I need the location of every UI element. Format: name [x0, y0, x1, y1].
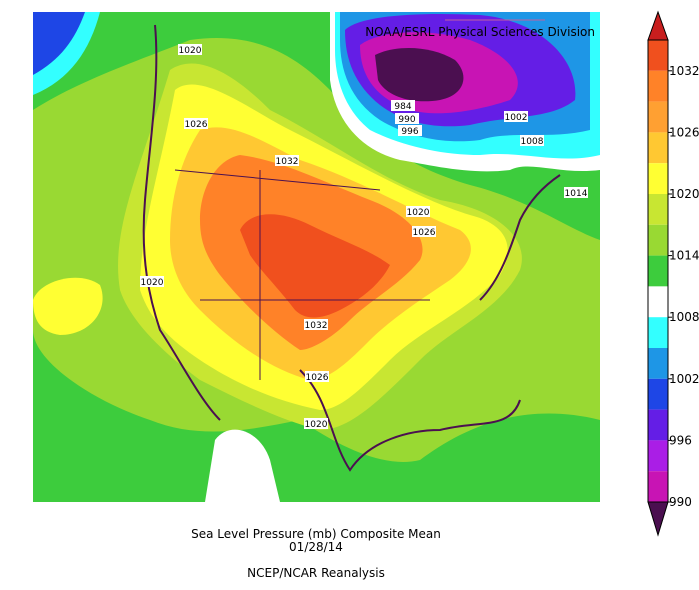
contour-label: 996 [401, 127, 418, 137]
contour-label-bg [412, 226, 436, 237]
colorbar-band [648, 286, 668, 318]
contour-label: 1026 [413, 228, 436, 238]
field-west-high [33, 277, 103, 335]
colorbar-band [648, 194, 668, 225]
colorbar-band [648, 101, 668, 133]
contour-label-bg [406, 206, 430, 217]
colorbar-band [648, 348, 668, 379]
contour-label: 1002 [505, 113, 528, 123]
colorbar-tick-label: 1014 [669, 249, 699, 263]
colorbar-band [648, 224, 668, 256]
borders [174, 169, 430, 380]
west-coast [142, 24, 221, 421]
colorbar-band [648, 40, 668, 71]
colorbar-band [648, 471, 668, 502]
contour-label: 1026 [185, 120, 208, 130]
terrain-mask [205, 429, 280, 502]
contour-label-bg [184, 118, 208, 129]
contour-label: 1026 [306, 373, 329, 383]
coastlines [142, 24, 561, 472]
colorbar-band [648, 255, 668, 287]
contour-label-bg [520, 135, 544, 146]
contour-label: 1032 [276, 157, 299, 167]
contour-label: 1014 [565, 189, 588, 199]
contour-label-bg [564, 187, 588, 198]
colorbar-tick-label: 1020 [669, 187, 699, 201]
contour-label-bg [305, 371, 329, 382]
caption-date: 01/28/14 [289, 540, 343, 554]
contour-label: 1032 [305, 321, 328, 331]
contour-label: 984 [394, 102, 411, 112]
contour-label-bg [304, 319, 328, 330]
field-nw-low-core [33, 12, 85, 75]
contour-label-bg [395, 113, 419, 124]
contour-label: 1020 [179, 46, 202, 56]
colorbar-band [648, 70, 668, 102]
colorbar-band [648, 440, 668, 472]
contour-label-bg [140, 276, 164, 287]
contour-label-bg [391, 100, 415, 111]
colorbar-tick-label: 990 [669, 495, 692, 509]
contour-label: 1020 [141, 278, 164, 288]
colorbar-band [648, 378, 668, 410]
header: NOAA/ESRL Physical Sciences Division [365, 25, 595, 39]
colorbar-tick-label: 1026 [669, 125, 699, 139]
contour-label-bg [398, 125, 422, 136]
contour-label-bg [504, 111, 528, 122]
colorbar-tick-label: 1008 [669, 310, 699, 324]
field-987 [375, 48, 464, 102]
colorbar-tick-label: 1002 [669, 372, 699, 386]
colorbar-tick-label: 996 [669, 433, 692, 447]
contour-label-bg [304, 418, 328, 429]
contour-label-bg [275, 155, 299, 166]
gulf-coast [299, 369, 521, 472]
field-1032 [240, 214, 390, 318]
contour-label: 990 [398, 115, 415, 125]
colorbar-band [648, 163, 668, 194]
contour-label: 1020 [407, 208, 430, 218]
east-coast [479, 174, 561, 301]
contour-label: 1020 [305, 420, 328, 430]
colorbar-band [648, 409, 668, 441]
pressure-field [33, 12, 600, 502]
colorbar-tick-label: 1032 [669, 64, 699, 78]
contour-label-bg [178, 44, 202, 55]
colorbar-under [647, 501, 669, 537]
colorbar-over [647, 10, 669, 41]
colorbar-band [648, 317, 668, 348]
caption-source: NCEP/NCAR Reanalysis [247, 566, 385, 580]
colorbar-band [648, 132, 668, 164]
contour-label: 1008 [521, 137, 544, 147]
caption-title: Sea Level Pressure (mb) Composite Mean [191, 527, 441, 541]
